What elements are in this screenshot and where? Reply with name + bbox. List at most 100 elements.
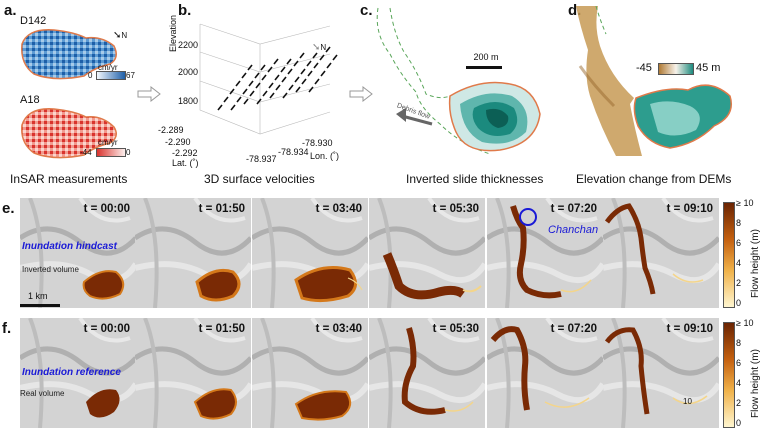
velocity-vector [287,68,293,75]
velocity-vector [319,54,325,61]
velocity-vector [229,88,235,95]
velocity-vector [306,60,312,67]
colorbar-a18-min: -44 [80,148,92,157]
colorbar-tick: 4 [736,258,742,268]
velocity-vector [262,90,268,97]
colorbar-label: Flow height (m) [750,229,761,298]
b-lon-tick-2: -78.937 [246,154,277,164]
time-label: t = 01:50 [198,323,245,335]
velocity-vector [313,62,319,69]
flow-tile-e-3: t = 05:30 [369,198,485,308]
velocity-vector [241,72,247,79]
velocity-vector [223,96,229,103]
colorbar-tick: 0 [736,298,742,308]
colorbar-tick: 4 [736,378,742,388]
colorbar-d142-max: 67 [126,71,135,80]
velocity-vector [254,72,260,79]
colorbar-a18 [96,148,126,157]
e-scalebar [20,304,60,307]
flow-map [20,318,136,428]
b-lat-label: Lat. (˚) [172,158,199,168]
velocity-vector [242,88,248,95]
d-colorbar-max: 45 m [696,62,721,74]
time-label: t = 01:50 [198,203,245,215]
d-colorbar [658,63,694,75]
colorbar-tick: 0 [736,418,742,428]
d-colorbar-min: -45 [636,62,652,74]
velocity-vector [308,86,314,93]
colorbar-d142 [96,71,126,80]
flow-tile-f-2: t = 03:40 [252,318,368,428]
velocity-vector [247,64,253,71]
slide-thickness-map [376,7,541,155]
velocity-vector [268,82,274,89]
flow-tile-e-5: t = 09:10 [603,198,719,308]
flow-map [20,198,136,308]
time-label: t = 03:40 [315,203,362,215]
velocity-vector [280,66,286,73]
map-d142-name: D142 [20,15,47,27]
velocity-vector [249,90,255,97]
flow-tile-e-2: t = 03:40 [252,198,368,308]
e-volume-note: Inverted volume [22,265,79,274]
time-label: t = 09:10 [666,203,713,215]
velocity-vector [248,80,254,87]
velocity-vector [281,76,287,83]
flow-tile-e-0: t = 00:00 [20,198,136,308]
velocity-vector [325,46,331,53]
c-scalebar [466,66,502,69]
velocity-vector [301,78,307,85]
map-d142-unit: cm/yr [98,63,118,72]
time-label: t = 05:30 [432,323,479,335]
panel-f-label: f. [2,320,12,337]
flow-map [252,198,368,308]
panel-c-label: c. [360,2,373,19]
colorbar-tick: 2 [736,278,742,288]
flow-tile-f-4: t = 07:20 [487,318,603,428]
velocity-vector [295,86,301,93]
panel-a-label: a. [4,2,17,19]
b-lon-label: Lon. (˚) [310,151,340,161]
velocity-vector [260,64,266,71]
flow-map [487,198,603,308]
velocity-vector [314,78,320,85]
f-inline-value: 10 [683,397,692,406]
flow-map [369,198,485,308]
time-label: t = 00:00 [83,203,130,215]
flow-map [252,318,368,428]
time-label: t = 03:40 [315,323,362,335]
b-ztick-2: 1800 [178,96,199,106]
elevation-change-map [576,6,732,156]
time-label: t = 07:20 [550,323,597,335]
velocity-vector [243,98,249,105]
velocity-3d-plot [199,23,338,135]
colorbar-d142-min: 0 [88,71,93,80]
flow-map [135,198,251,308]
panel-c-caption: Inverted slide thicknesses [406,172,544,186]
time-label: t = 07:20 [550,203,597,215]
colorbar-label: Flow height (m) [750,349,761,418]
velocity-vector [326,62,332,69]
b-lon-tick-0: -78.930 [302,138,333,148]
flow-map [603,318,719,428]
velocity-vector [274,74,280,81]
velocity-vector [288,84,294,91]
flow-map [135,318,251,428]
panel-a-caption: InSAR measurements [10,172,128,186]
flow-tile-f-1: t = 01:50 [135,318,251,428]
flow-map [369,318,485,428]
velocity-vector [312,52,318,59]
time-label: t = 09:10 [666,323,713,335]
flow-map [487,318,603,428]
velocity-vector [217,104,223,111]
colorbar-tick: ≥ 10 [736,318,754,328]
north-arrow-a: ➘N [113,30,128,41]
time-label: t = 05:30 [432,203,479,215]
velocity-vector [269,92,275,99]
f-volume-note: Real volume [20,389,65,398]
b-zlabel: Elevation [168,14,178,52]
velocity-vectors [217,46,338,111]
flow-tile-f-5: t = 09:10 [603,318,719,428]
panel-b-label: b. [178,2,192,19]
velocity-vector [273,58,279,65]
